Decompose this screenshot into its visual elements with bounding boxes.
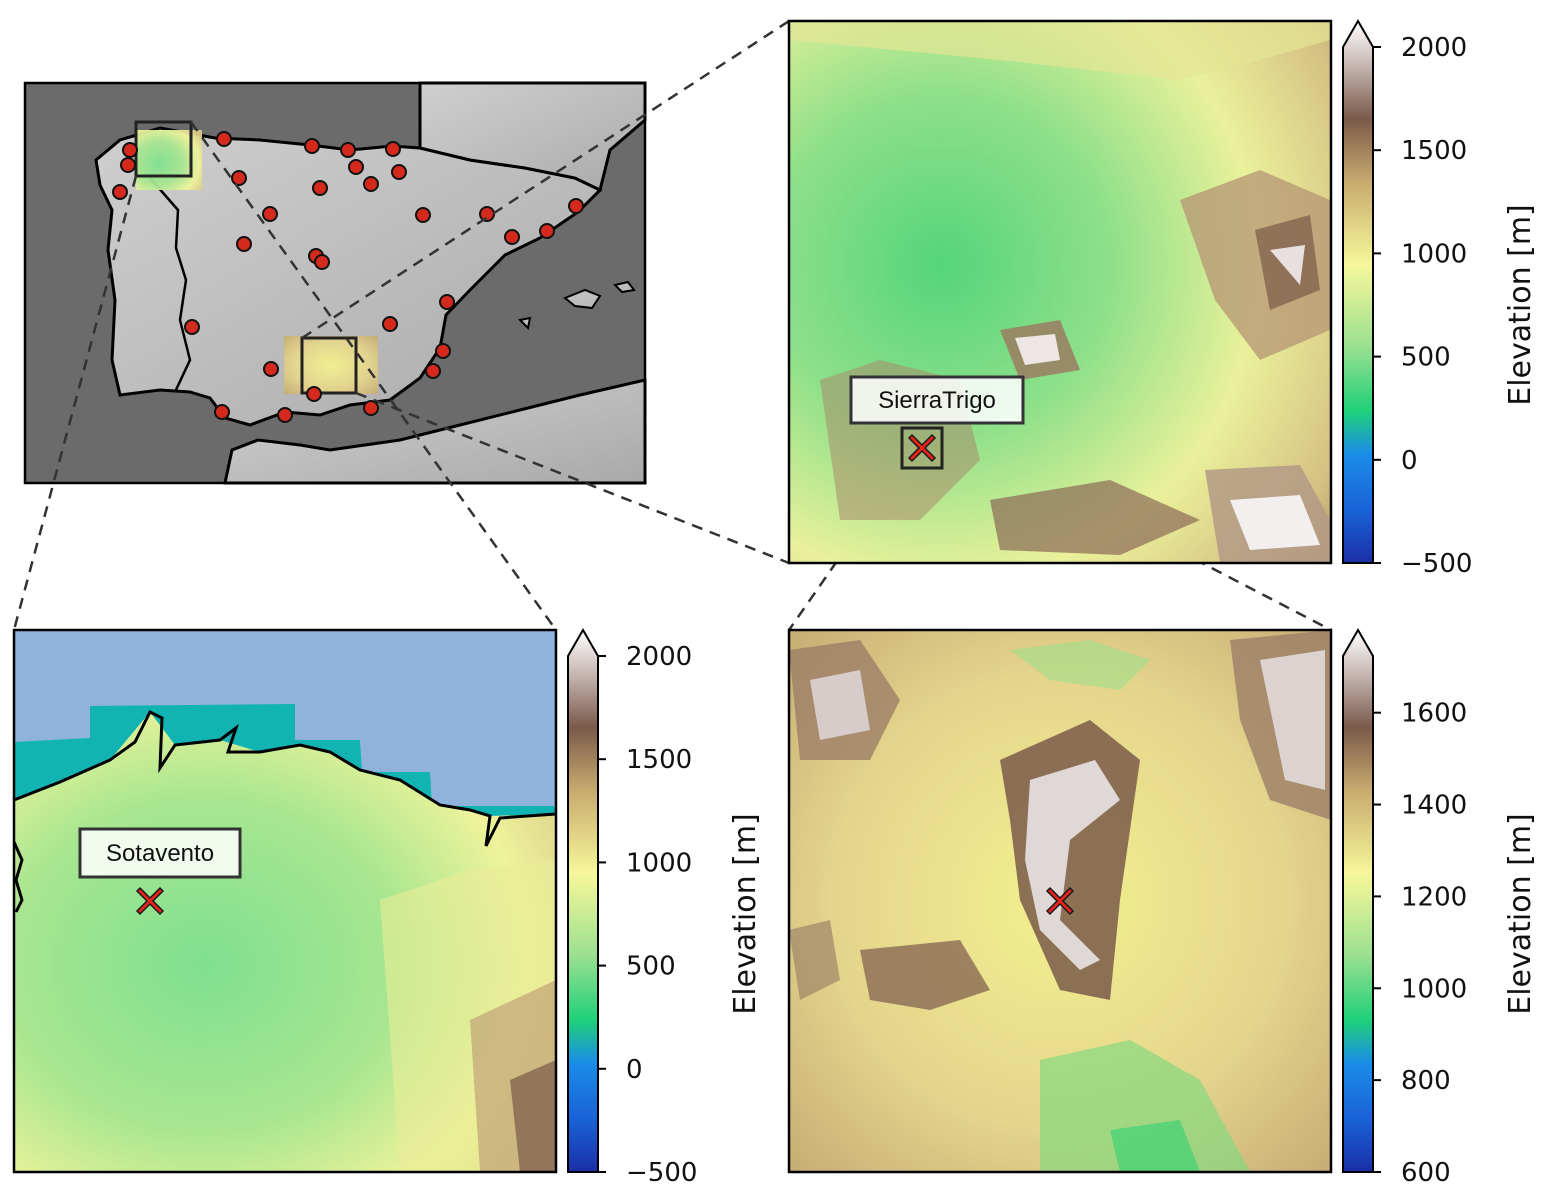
station-marker: [385, 141, 401, 157]
sierratrigo-panel: SierraTrigo: [787, 19, 1333, 565]
station-marker: [363, 176, 379, 192]
station-marker: [122, 142, 138, 158]
colorbar-tick-label: 2000: [1401, 33, 1467, 63]
station-marker: [314, 254, 330, 270]
station-marker: [348, 159, 364, 175]
overview-frame: [23, 81, 647, 485]
colorbar-label: Elevation [m]: [1503, 204, 1538, 406]
station-marker: [415, 207, 431, 223]
station-marker: [184, 319, 200, 335]
site-label-box: [849, 375, 1025, 425]
site-marker-sierratrigo-zoom: [1045, 886, 1075, 916]
overview-map: [23, 81, 647, 485]
site-marker-sotavento: [135, 886, 165, 916]
station-marker: [435, 343, 451, 359]
station-marker: [277, 407, 293, 423]
colorbar-sotavento: 2000 1500 1000 500 0 −500 Elevation [m]: [567, 627, 763, 1188]
colorbar-tick-label: 0: [626, 1055, 643, 1085]
colorbar-tick-label: 600: [1401, 1158, 1451, 1188]
station-marker: [262, 206, 278, 222]
station-marker: [504, 229, 520, 245]
site-label-sierratrigo: SierraTrigo: [878, 387, 996, 414]
colorbar-tick-label: 500: [1401, 343, 1451, 373]
colorbar-tick-label: 1500: [626, 745, 692, 775]
station-marker: [391, 164, 407, 180]
station-marker: [439, 294, 455, 310]
station-marker: [306, 386, 322, 402]
colorbar-tick-label: 0: [1401, 446, 1418, 476]
colorbar-tick-label: 1000: [626, 848, 692, 878]
sierratrigo-zoom-panel: [787, 628, 1333, 1174]
colorbar-tick-label: 500: [626, 952, 676, 982]
colorbar-tick-label: −500: [626, 1158, 697, 1188]
station-marker: [263, 361, 279, 377]
colorbar-tick-label: 1000: [1401, 974, 1467, 1004]
site-label-box: [78, 827, 242, 879]
colorbar-tick-label: 1200: [1401, 882, 1467, 912]
portugal-border: [149, 177, 192, 393]
colorbar-tick-label: 1500: [1401, 136, 1467, 166]
colorbar-tick-label: −500: [1401, 549, 1472, 579]
station-marker: [231, 170, 247, 186]
inset-box-sierratrigo: [900, 426, 944, 470]
station-marker: [425, 363, 441, 379]
station-marker: [216, 131, 232, 147]
colorbar-tick-label: 2000: [626, 642, 692, 672]
station-marker: [312, 180, 328, 196]
station-marker: [479, 206, 495, 222]
station-marker: [120, 157, 136, 173]
colorbar-sierratrigo: 2000 1500 1000 500 0 −500 Elevation [m]: [1342, 18, 1538, 579]
station-marker: [363, 400, 379, 416]
station-marker: [236, 236, 252, 252]
station-marker: [214, 404, 230, 420]
site-label-sotavento: Sotavento: [106, 840, 214, 867]
station-markers: [112, 131, 584, 423]
station-marker: [112, 184, 128, 200]
inset-box-se: [300, 336, 358, 395]
station-marker: [539, 223, 555, 239]
colorbar-sierratrigo-zoom: 1600 1400 1200 1000 800 600 Elevation [m]: [1342, 627, 1538, 1188]
se-terrain-tile: [284, 336, 378, 394]
sotavento-panel: Sotavento: [12, 628, 558, 1174]
station-marker: [340, 142, 356, 158]
colorbar-label: Elevation [m]: [1503, 813, 1538, 1015]
balearic-islands: [517, 280, 636, 331]
colorbar-tick-label: 800: [1401, 1066, 1451, 1096]
station-marker: [568, 198, 584, 214]
station-marker: [382, 316, 398, 332]
colorbar-tick-label: 1400: [1401, 791, 1467, 821]
colorbar-tick-label: 1600: [1401, 699, 1467, 729]
colorbar-tick-label: 1000: [1401, 239, 1467, 269]
site-marker-sierratrigo: [907, 433, 937, 463]
station-marker: [304, 138, 320, 154]
colorbar-label: Elevation [m]: [728, 813, 763, 1015]
